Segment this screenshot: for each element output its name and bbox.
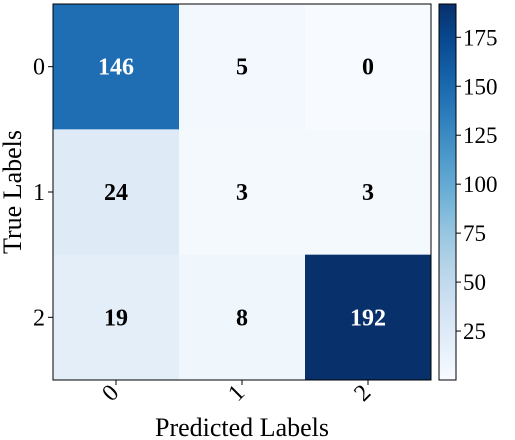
cell-value-label: 19 — [104, 305, 128, 331]
x-axis-label: Predicted Labels — [155, 413, 329, 440]
colorbar-tick-label: 25 — [463, 319, 486, 344]
heatmap-cell — [179, 4, 306, 130]
cell-value-label: 192 — [350, 305, 386, 331]
heatmap-cell — [305, 254, 432, 381]
x-tick-label: 0 — [97, 380, 124, 407]
x-tick-label: 2 — [349, 380, 376, 407]
cell-value-label: 3 — [236, 180, 248, 206]
cell-value-label: 3 — [362, 180, 374, 206]
y-tick-label: 0 — [33, 55, 45, 81]
heatmap-cell — [53, 129, 180, 256]
heatmap-cell — [179, 129, 306, 256]
cell-value-label: 24 — [104, 180, 128, 206]
colorbar-tick-label: 150 — [463, 74, 498, 99]
x-tick-label: 1 — [223, 380, 250, 407]
cell-value-label: 146 — [98, 55, 134, 81]
cell-value-label: 8 — [236, 305, 248, 331]
heatmap-cell — [53, 4, 180, 130]
cell-value-labels: 146 5 0 24 3 3 19 8 192 — [98, 55, 386, 332]
heatmap-cell — [179, 254, 306, 381]
x-axis-ticks: 0 1 2 — [97, 380, 376, 407]
colorbar-tick-label: 175 — [463, 25, 498, 50]
y-tick-label: 2 — [33, 305, 45, 331]
heatmap-cell — [53, 254, 180, 381]
colorbar-tick-label: 100 — [463, 172, 498, 197]
cell-value-label: 5 — [236, 55, 248, 81]
colorbar: 25 50 75 100 125 150 175 — [438, 3, 498, 381]
cell-value-label: 0 — [362, 55, 374, 81]
colorbar-tick-label: 75 — [463, 221, 486, 246]
y-tick-label: 1 — [33, 180, 45, 206]
colorbar-tick-label: 50 — [463, 270, 486, 295]
colorbar-tick-label: 125 — [463, 123, 498, 148]
heatmap-cell — [305, 4, 432, 130]
colorbar-ticks: 25 50 75 100 125 150 175 — [456, 25, 498, 344]
y-axis-ticks: 0 1 2 — [33, 55, 53, 331]
heatmap-cells — [53, 4, 432, 381]
colorbar-gradient — [438, 3, 457, 381]
heatmap-cell — [305, 129, 432, 256]
y-axis-label: True Labels — [0, 130, 27, 254]
